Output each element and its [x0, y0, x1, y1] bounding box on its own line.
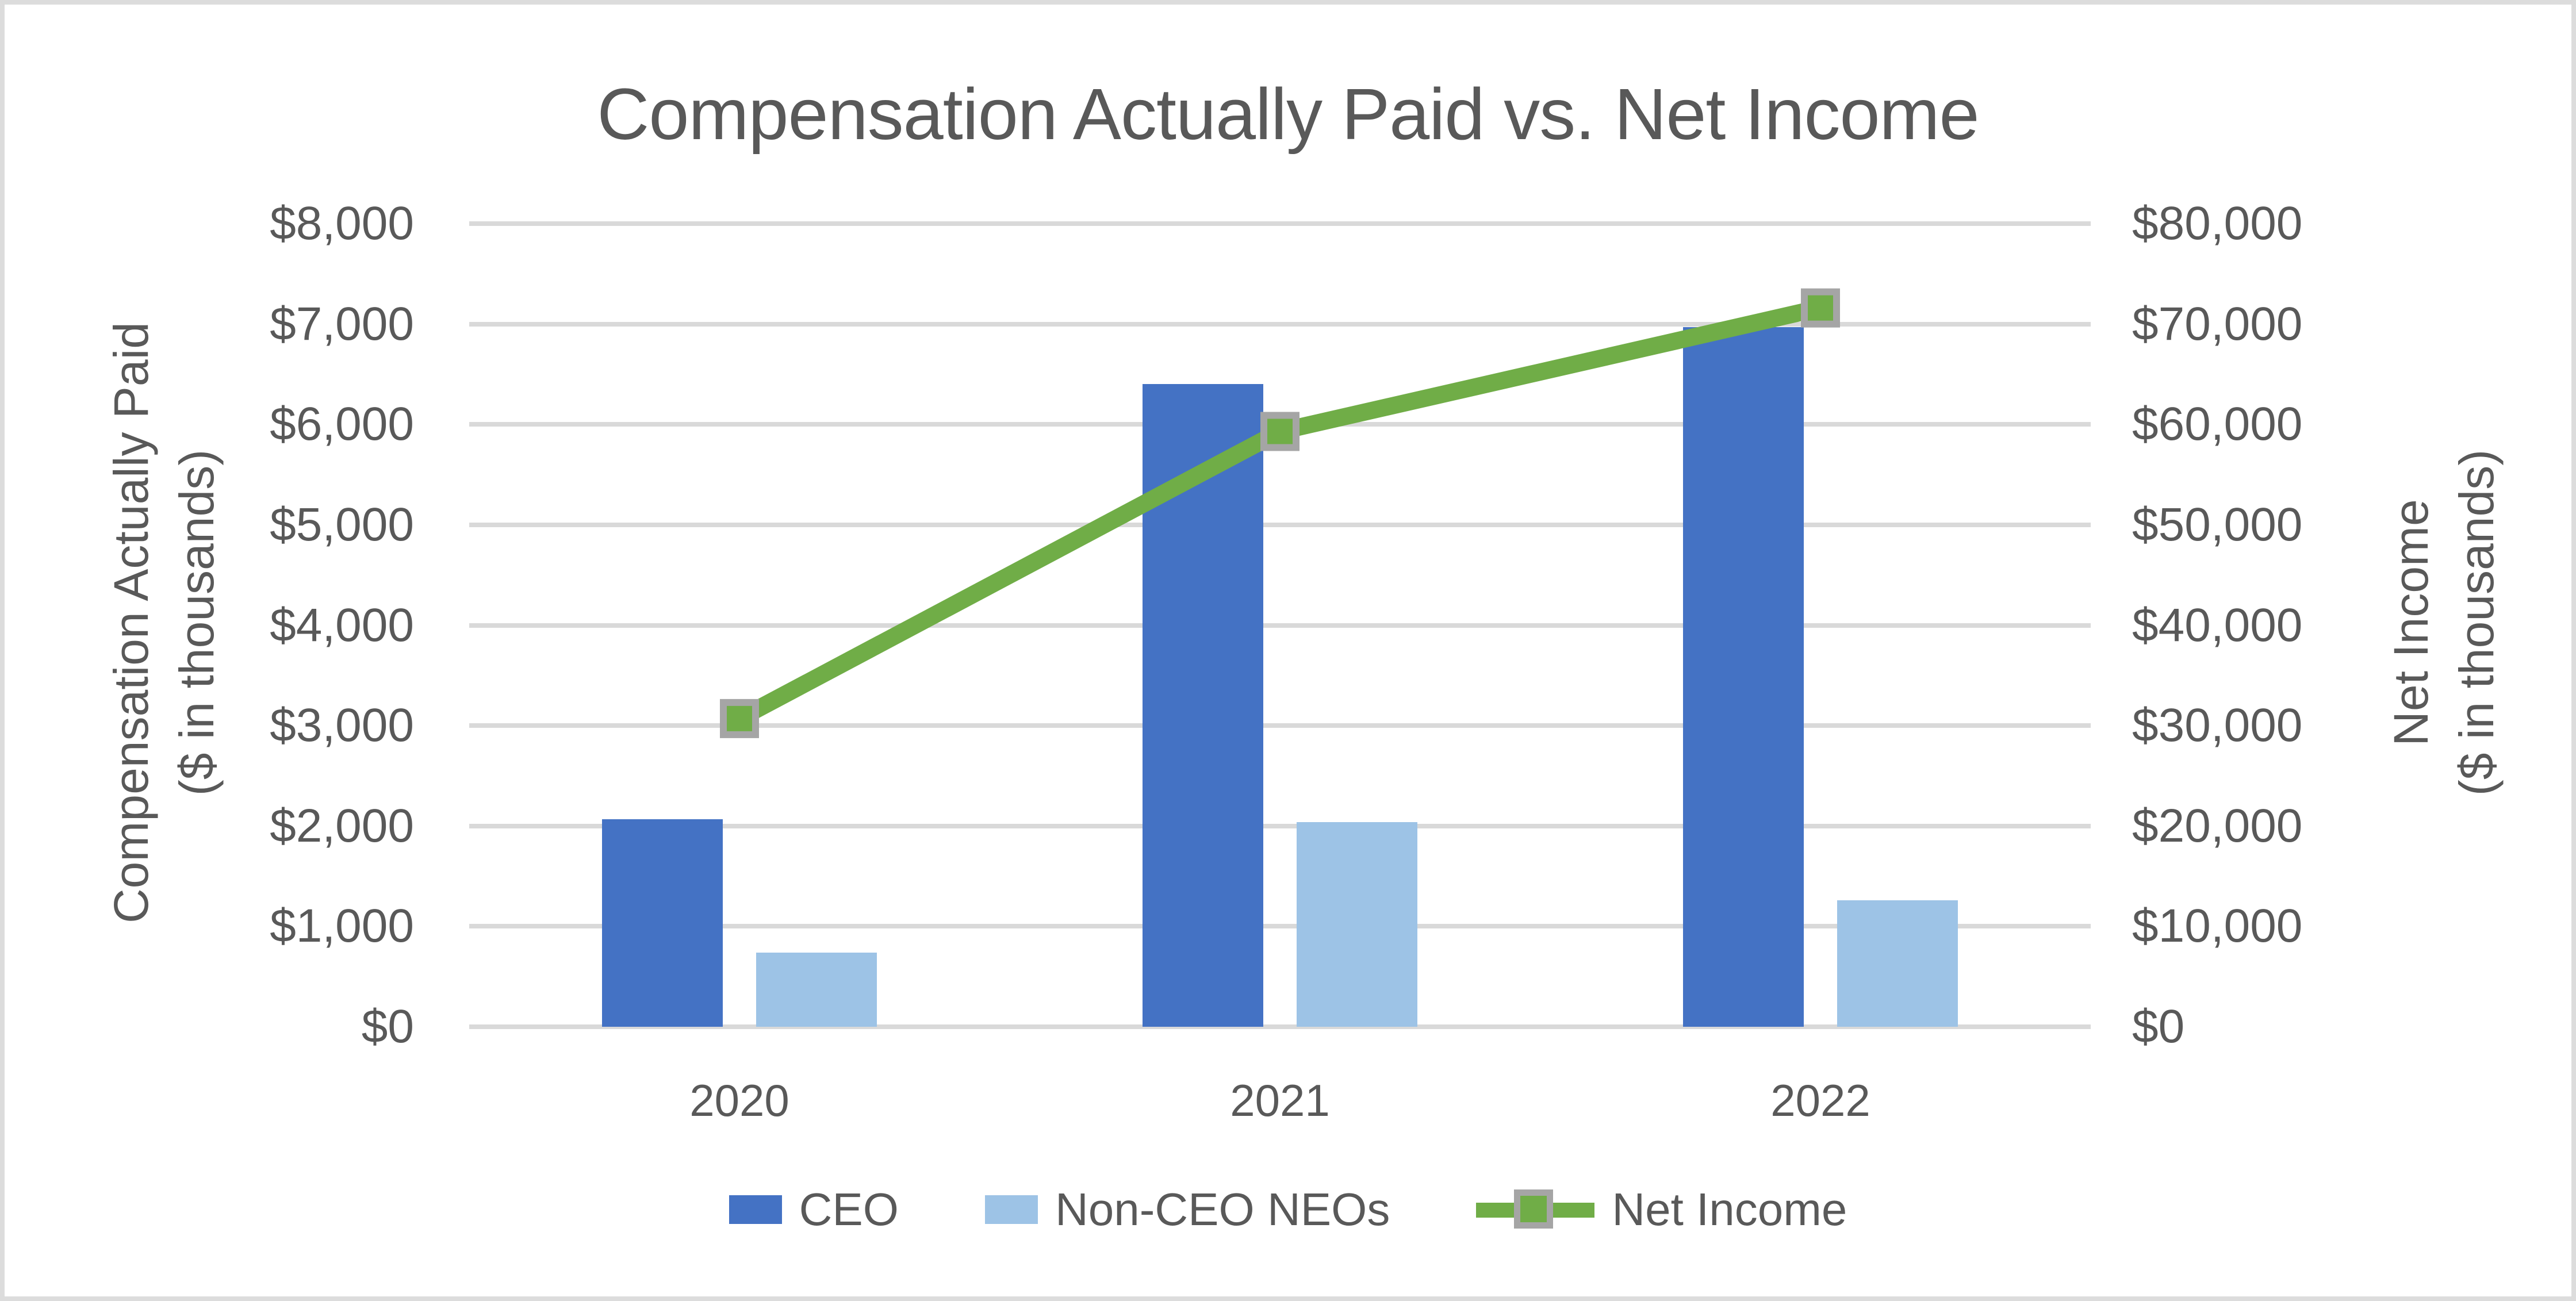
net-income-line — [735, 300, 1823, 727]
legend-label-non-ceo-neos: Non-CEO NEOs — [1055, 1184, 1390, 1235]
left-axis-tick-$5,000: $5,000 — [270, 498, 414, 551]
bar-ceo-2020 — [602, 819, 723, 1027]
net-income-marker-sample — [1514, 1189, 1554, 1229]
legend-item-non-ceo-neos: Non-CEO NEOs — [984, 1182, 1390, 1237]
gridline-8000 — [469, 221, 2091, 226]
left-axis-tick-$4,000: $4,000 — [270, 598, 414, 651]
legend-item-net-income: Net Income — [1476, 1182, 1847, 1237]
net-income-marker-2021 — [1260, 412, 1300, 451]
right-axis-tick-$0: $0 — [2132, 1000, 2185, 1053]
left-axis-tick-$3,000: $3,000 — [270, 699, 414, 752]
x-axis-label-2021: 2021 — [1230, 1075, 1330, 1126]
right-axis-tick-$70,000: $70,000 — [2132, 297, 2303, 350]
legend: CEO Non-CEO NEOs Net Income — [5, 1182, 2571, 1237]
legend-label-net-income: Net Income — [1612, 1184, 1847, 1235]
gridline-4000 — [469, 623, 2091, 628]
gridline-3000 — [469, 723, 2091, 728]
bar-non-ceo-neos-2022 — [1837, 900, 1958, 1027]
bar-ceo-2022 — [1683, 327, 1804, 1027]
x-axis-label-2022: 2022 — [1770, 1075, 1870, 1126]
legend-item-ceo: CEO — [729, 1182, 899, 1237]
right-axis-tick-$10,000: $10,000 — [2132, 900, 2303, 953]
left-axis-tick-$0: $0 — [361, 1000, 414, 1053]
right-axis-tick-$80,000: $80,000 — [2132, 197, 2303, 250]
gridline-2000 — [469, 823, 2091, 828]
left-axis-tick-$8,000: $8,000 — [270, 197, 414, 250]
bar-non-ceo-neos-2021 — [1297, 822, 1417, 1027]
right-axis-tick-$50,000: $50,000 — [2132, 498, 2303, 551]
right-axis-tick-$60,000: $60,000 — [2132, 398, 2303, 451]
legend-swatch-non-ceo-neos — [984, 1195, 1038, 1224]
right-axis-tick-$40,000: $40,000 — [2132, 598, 2303, 651]
gridline-7000 — [469, 321, 2091, 327]
x-axis-label-2020: 2020 — [689, 1075, 789, 1126]
bar-non-ceo-neos-2020 — [756, 952, 877, 1027]
legend-swatch-net-income — [1476, 1188, 1595, 1231]
net-income-line-layer — [720, 288, 1840, 738]
net-income-marker-2020 — [720, 699, 759, 738]
gridline-0 — [469, 1024, 2091, 1029]
gridline-1000 — [469, 924, 2091, 929]
gridline-5000 — [469, 522, 2091, 527]
chart-title: Compensation Actually Paid vs. Net Incom… — [597, 74, 1979, 155]
left-axis-tick-$1,000: $1,000 — [270, 900, 414, 953]
left-axis-tick-$7,000: $7,000 — [270, 297, 414, 350]
right-axis-tick-$30,000: $30,000 — [2132, 699, 2303, 752]
right-axis-tick-$20,000: $20,000 — [2132, 799, 2303, 852]
left-axis-tick-$2,000: $2,000 — [270, 799, 414, 852]
legend-label-ceo: CEO — [799, 1184, 899, 1235]
left-axis-tick-$6,000: $6,000 — [270, 398, 414, 451]
net-income-marker-2022 — [1801, 288, 1840, 328]
legend-swatch-ceo — [729, 1195, 782, 1224]
